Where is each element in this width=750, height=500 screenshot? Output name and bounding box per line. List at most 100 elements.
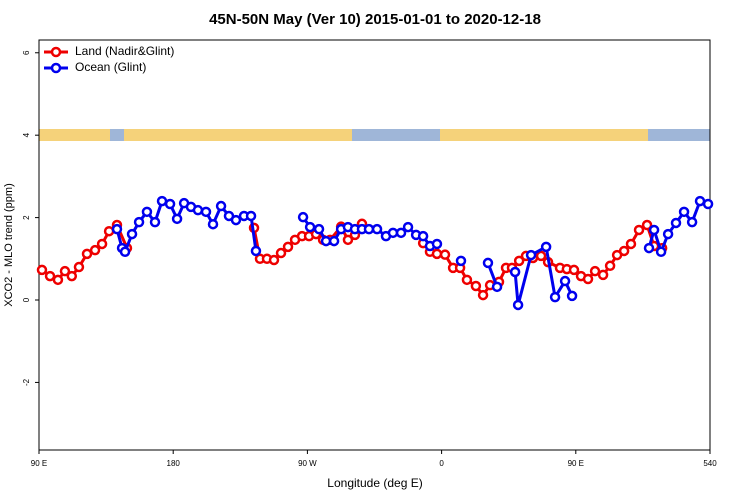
x-tick-label: 0 [439,459,444,468]
data-point [304,221,316,233]
legend-label: Land (Nadir&Glint) [75,44,174,58]
data-point [477,289,489,301]
data-point [52,274,64,286]
data-point [535,250,547,262]
data-point [342,234,354,246]
data-point [119,246,131,258]
data-point [604,260,616,272]
ocean-strip [352,129,440,141]
data-point [512,299,524,311]
data-point [513,255,525,267]
data-point [149,216,161,228]
data-point [402,221,414,233]
data-point [582,273,594,285]
data-point [156,195,168,207]
data-point [633,224,645,236]
data-point [643,242,655,254]
data-point [482,257,494,269]
data-point [96,238,108,250]
data-point [297,211,309,223]
data-point [387,227,399,239]
data-point [662,228,674,240]
data-point [268,254,280,266]
data-point [509,266,521,278]
data-point [559,275,571,287]
x-tick-label: 180 [167,459,181,468]
x-tick-label: 90 E [568,459,584,468]
data-point [694,195,706,207]
data-point [126,228,138,240]
y-tick-label: 6 [22,50,31,55]
data-point [395,227,407,239]
data-point [439,249,451,260]
data-point [455,255,467,267]
data-point [66,270,78,282]
data-point [363,223,375,235]
data-point [470,280,482,292]
x-tick-label: 90 W [298,459,317,468]
data-point [686,216,698,228]
data-point [230,214,242,226]
data-point [655,246,667,258]
y-tick-label: -2 [22,378,31,386]
data-point [141,206,153,218]
data-point [491,281,503,293]
chart-title: 45N-50N May (Ver 10) 2015-01-01 to 2020-… [209,11,541,28]
data-point [625,238,637,250]
data-point [171,213,183,225]
ocean-strip [110,129,124,141]
data-point [313,223,325,235]
data-point [36,264,48,276]
x-axis-label: Longitude (deg E) [327,476,422,490]
data-point [275,247,287,259]
data-point [568,264,580,276]
data-point [589,265,601,277]
y-tick-label: 4 [22,132,31,137]
data-point [200,206,212,218]
y-tick-label: 0 [22,297,31,302]
data-point [702,198,714,210]
data-point [192,204,204,216]
data-point [111,223,123,235]
legend-label: Ocean (Glint) [75,60,146,74]
data-point [250,245,262,257]
data-point [417,230,429,242]
data-point [282,241,294,253]
data-point [431,238,443,250]
x-tick-label: 540 [703,459,717,468]
data-point [431,248,443,260]
data-point [618,245,630,257]
data-point [73,261,85,273]
data-point [44,270,56,282]
ocean-strip [648,129,710,141]
y-axis-label: XCO2 - MLO trend (ppm) [3,183,15,306]
data-point [164,198,176,210]
data-point [59,265,71,277]
y-tick-label: 2 [22,215,31,220]
data-point [648,224,660,236]
data-point [461,274,473,286]
data-point [133,216,145,228]
data-point [320,235,332,247]
data-point [371,223,383,235]
data-point [540,241,552,253]
legend-marker [50,46,62,58]
data-point [678,206,690,218]
data-point [245,210,257,222]
data-point [670,217,682,229]
data-point [328,235,340,247]
plot-frame [38,39,711,451]
data-point [566,290,578,302]
data-point [207,218,219,230]
data-point [215,200,227,212]
data-point [597,269,609,281]
x-tick-label: 90 E [31,459,47,468]
data-point [89,244,101,256]
data-point [641,219,653,231]
data-point [525,249,537,261]
legend-marker [50,62,62,74]
map-strip [39,129,710,141]
data-point [549,291,561,303]
